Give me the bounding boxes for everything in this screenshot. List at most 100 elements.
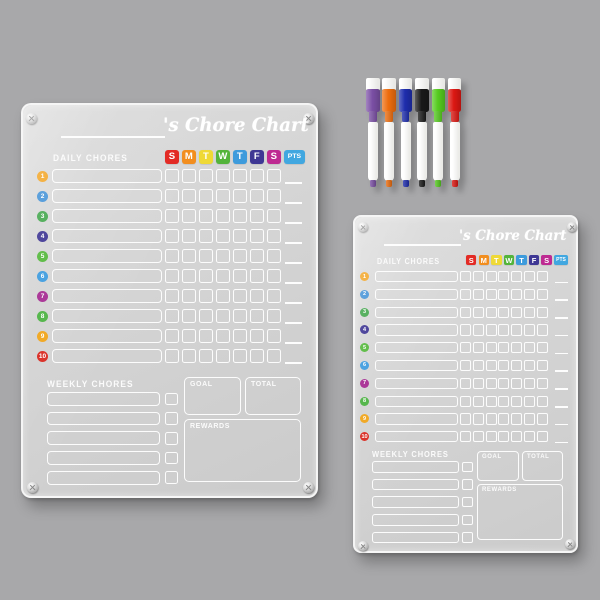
weekly-checkbox: [462, 461, 473, 472]
weekly-checkbox: [165, 392, 178, 406]
day-checkbox: [198, 209, 213, 223]
day-checkbox: [266, 309, 281, 323]
day-checkbox: [232, 349, 247, 363]
day-checkbox: [485, 395, 497, 407]
day-checkbox-strip: [165, 309, 281, 323]
weekly-checkbox: [165, 471, 178, 485]
day-checkbox: [181, 329, 196, 343]
day-checkbox: [460, 395, 471, 407]
day-checkbox-strip: [460, 359, 548, 372]
day-checkbox: [511, 324, 523, 336]
day-checkbox-strip: [460, 413, 548, 425]
day-checkbox-strip: [165, 349, 281, 363]
points-blank: [285, 342, 302, 344]
points-blank: [555, 299, 568, 301]
marker-end-plug: [435, 179, 442, 187]
chore-name-field: [375, 395, 458, 407]
row-number-badge: 3: [360, 307, 369, 317]
day-checkbox: [215, 169, 230, 183]
day-checkbox: [181, 249, 196, 263]
day-checkbox-strip: [460, 395, 548, 407]
marker-cap-stem: [417, 111, 426, 122]
day-checkbox: [198, 169, 213, 183]
day-checkbox: [266, 189, 281, 203]
day-checkbox-strip: [460, 431, 548, 443]
chore-name-field: [52, 229, 162, 243]
day-checkbox: [266, 289, 281, 303]
weekly-checkbox: [462, 532, 473, 543]
day-checkbox: [511, 413, 523, 425]
day-checkbox: [511, 359, 523, 372]
marker-end-plug: [402, 179, 409, 187]
day-checkbox: [249, 329, 264, 343]
row-number-badge: 10: [37, 350, 48, 362]
points-blank: [285, 242, 302, 244]
points-blank: [285, 322, 302, 324]
row-number-badge: 6: [37, 270, 48, 282]
weekly-chore-field: [372, 531, 459, 544]
day-checkbox: [472, 342, 484, 354]
points-blank: [285, 362, 302, 364]
day-checkbox: [249, 289, 264, 303]
day-checkbox: [523, 395, 535, 407]
day-checkbox: [165, 349, 179, 363]
day-checkbox: [498, 306, 510, 318]
day-checkbox: [485, 306, 497, 318]
day-checkbox: [460, 359, 471, 372]
day-checkbox: [181, 189, 196, 203]
points-blank: [555, 281, 568, 283]
day-checkbox: [498, 395, 510, 407]
points-blank: [285, 202, 302, 204]
weekly-chore-field: [47, 392, 160, 406]
pts-header: PTS: [283, 150, 305, 164]
row-number-badge: 5: [37, 250, 48, 262]
day-checkbox: [498, 271, 510, 283]
goal-label: GOAL: [190, 381, 213, 388]
day-checkbox: [232, 269, 247, 283]
points-blank: [555, 388, 568, 390]
screw-icon: [565, 539, 575, 549]
points-blank: [285, 302, 302, 304]
day-checkbox: [266, 209, 281, 223]
day-checkbox: [536, 271, 548, 283]
marker-eraser-cap: [366, 78, 380, 90]
chore-name-field: [375, 271, 458, 283]
daily-chore-row: 6: [355, 359, 576, 378]
points-blank: [555, 352, 568, 355]
day-checkbox-strip: [460, 271, 548, 283]
daily-chore-row: 4: [355, 324, 576, 342]
day-checkbox: [249, 269, 264, 283]
points-blank: [555, 370, 568, 372]
day-checkbox: [165, 329, 179, 343]
day-checkbox: [498, 288, 510, 300]
orange-marker: [382, 78, 396, 188]
day-header-3: T: [198, 150, 213, 164]
blue-marker: [398, 78, 413, 188]
day-checkbox: [198, 249, 213, 263]
day-checkbox: [215, 209, 230, 223]
chore-name-field: [52, 169, 162, 183]
screw-icon: [303, 482, 314, 493]
marker-barrel: [384, 121, 395, 181]
row-number-badge: 4: [360, 325, 369, 335]
day-checkbox: [536, 359, 548, 372]
day-checkbox: [460, 413, 471, 425]
day-checkbox: [460, 306, 471, 318]
marker-eraser-cap: [382, 78, 396, 90]
weekly-checkbox: [165, 431, 178, 445]
row-number-badge: 8: [37, 310, 48, 322]
marker-cap: [447, 89, 462, 112]
day-checkbox: [472, 395, 484, 407]
row-number-badge: 7: [37, 290, 48, 302]
weekly-checkbox: [165, 451, 178, 465]
day-checkbox: [485, 288, 497, 300]
marker-set: [366, 78, 462, 188]
daily-chore-row: 3: [355, 306, 576, 325]
day-header-5: T: [232, 150, 247, 164]
weekly-chore-field: [372, 514, 459, 526]
day-checkbox: [215, 329, 230, 343]
chore-name-field: [375, 431, 458, 443]
weekly-chore-field: [372, 478, 459, 491]
daily-chore-row: 5: [355, 342, 576, 360]
